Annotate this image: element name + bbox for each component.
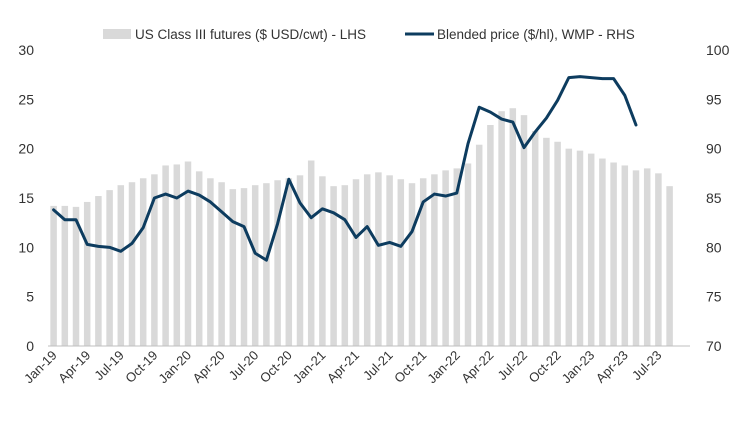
right-tick-label: 95 (706, 91, 722, 107)
left-tick-label: 5 (26, 289, 34, 305)
x-tick-label: Jul-23 (629, 348, 665, 384)
bar (61, 205, 69, 346)
x-tick-label: Apr-23 (593, 348, 631, 386)
left-tick-label: 20 (18, 141, 34, 157)
bar (587, 153, 595, 346)
bar (520, 115, 528, 347)
bar (72, 206, 80, 346)
bar (431, 174, 438, 346)
bar (386, 175, 393, 346)
bar (207, 178, 214, 346)
left-tick-label: 10 (18, 239, 34, 255)
bar (531, 130, 539, 346)
bar (475, 144, 483, 346)
bar (330, 186, 337, 346)
legend-line-label: Blended price ($/hl), WMP - RHS (437, 27, 635, 42)
bar (50, 205, 57, 346)
legend-bar-swatch (103, 29, 131, 39)
bar (195, 171, 203, 346)
x-tick-label: Oct-19 (122, 348, 160, 386)
x-tick-label: Apr-20 (190, 348, 228, 386)
bar (576, 150, 584, 346)
x-tick-label: Apr-21 (324, 348, 362, 386)
bar (274, 180, 281, 346)
right-tick-label: 80 (706, 239, 722, 255)
x-tick-label: Jan-20 (155, 348, 194, 387)
bar (621, 165, 629, 346)
bar (655, 173, 662, 346)
bar (319, 176, 326, 346)
legend-bar-label: US Class III futures ($ USD/cwt) - LHS (135, 27, 366, 42)
bar (352, 179, 360, 346)
bar (419, 178, 427, 346)
line-series (52, 75, 638, 262)
bar (442, 170, 449, 346)
bar (285, 178, 293, 346)
bar (487, 124, 494, 347)
x-tick-label: Apr-19 (55, 348, 93, 386)
bar (117, 185, 125, 346)
right-tick-label: 70 (706, 338, 722, 354)
x-tick-label: Jul-22 (494, 348, 530, 384)
bar (666, 186, 673, 346)
bar (509, 108, 517, 347)
x-axis: Jan-19Apr-19Jul-19Oct-19Jan-20Apr-20Jul-… (21, 348, 665, 387)
bar-series (50, 108, 673, 347)
bar (408, 183, 416, 346)
bar (397, 179, 405, 346)
x-tick-label: Apr-22 (458, 348, 496, 386)
bar (218, 182, 225, 346)
bar (128, 182, 136, 346)
x-tick-label: Jul-20 (226, 348, 262, 384)
x-tick-label: Jan-23 (559, 348, 598, 387)
x-tick-label: Oct-21 (391, 348, 429, 386)
left-tick-label: 25 (18, 91, 34, 107)
bar (632, 170, 640, 346)
left-tick-label: 0 (26, 338, 34, 354)
x-tick-label: Jan-21 (290, 348, 329, 387)
bar (184, 161, 192, 346)
bar (464, 163, 472, 346)
right-tick-label: 85 (706, 190, 722, 206)
x-tick-label: Jul-19 (91, 348, 127, 384)
x-tick-label: Oct-22 (526, 348, 564, 386)
bar (375, 172, 382, 346)
bar (610, 162, 617, 346)
right-tick-label: 75 (706, 289, 722, 305)
bar (543, 137, 550, 346)
bar (643, 168, 651, 346)
bar (83, 201, 91, 346)
bar (151, 174, 158, 346)
right-axis: 70 75 80 85 90 95 100 (706, 42, 730, 354)
legend: US Class III futures ($ USD/cwt) - LHS B… (103, 27, 635, 42)
bar (240, 188, 248, 346)
bar (565, 148, 573, 346)
bar (162, 165, 169, 346)
left-tick-label: 15 (18, 190, 34, 206)
bar (95, 196, 102, 346)
bar (139, 178, 147, 346)
left-tick-label: 30 (18, 42, 34, 58)
bar (263, 183, 270, 346)
bar (554, 141, 561, 346)
bar (173, 164, 181, 346)
bar (106, 190, 113, 346)
bar (229, 189, 237, 346)
left-axis: 0 5 10 15 20 25 30 (18, 42, 34, 354)
bar (599, 158, 606, 346)
x-tick-label: Oct-20 (257, 348, 295, 386)
bar (453, 168, 461, 346)
bar (498, 111, 505, 346)
right-tick-label: 90 (706, 141, 722, 157)
bar (307, 160, 315, 346)
right-tick-label: 100 (706, 42, 730, 58)
bar (363, 174, 371, 346)
bar (341, 185, 349, 346)
bar (296, 175, 304, 346)
x-tick-label: Jul-21 (360, 348, 396, 384)
bar (251, 185, 259, 346)
x-tick-label: Jan-22 (424, 348, 463, 387)
